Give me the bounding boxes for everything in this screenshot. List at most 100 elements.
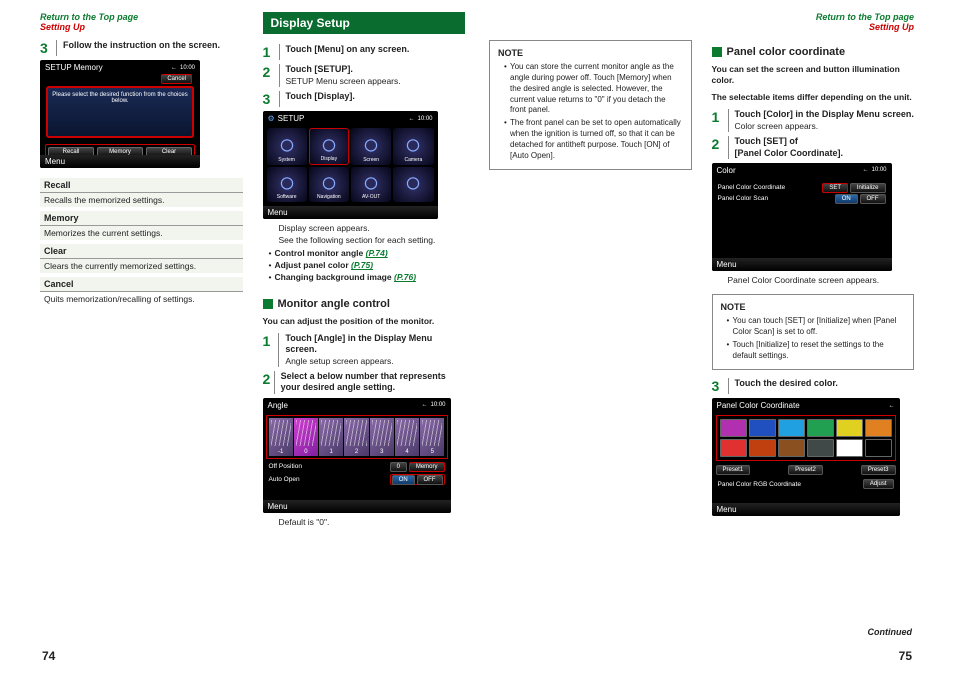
page-link[interactable]: (P.74) (366, 248, 388, 258)
monitor-angle-header: Monitor angle control (263, 298, 466, 310)
note-box-1: NOTE You can store the current monitor a… (489, 40, 692, 170)
angle-option[interactable]: 1 (319, 418, 343, 456)
angle-option[interactable]: 4 (395, 418, 419, 456)
step-text: Touch [Color] in the Display Menu screen… (735, 109, 914, 119)
setup-tile[interactable]: System (267, 128, 307, 165)
initialize-button[interactable]: Initialize (850, 183, 886, 193)
page-left: Return to the Top page Setting Up 3 Foll… (40, 12, 465, 657)
color-swatch-grid[interactable] (716, 415, 896, 461)
setup-tile[interactable] (393, 167, 433, 202)
panel-color-header: Panel color coordinate (712, 46, 915, 58)
preset-button[interactable]: Preset1 (716, 465, 751, 475)
color-swatch[interactable] (778, 419, 805, 437)
setup-memory-screenshot: SETUP Memory←10:00 Cancel Please select … (40, 60, 200, 168)
ss-title: SETUP (278, 114, 305, 123)
step-text: Select a below number that represents yo… (281, 371, 446, 392)
step-text: Touch [Menu] on any screen. (286, 44, 410, 54)
memory-button[interactable]: Memory (409, 462, 445, 472)
page-number-left: 74 (42, 649, 55, 663)
setup-tile[interactable]: Software (267, 167, 307, 202)
link-label: Adjust panel color (274, 260, 348, 270)
def-desc: Quits memorization/recalling of settings… (40, 292, 243, 306)
intro-text: You can set the screen and button illumi… (712, 64, 915, 86)
note-item: You can store the current monitor angle … (504, 62, 683, 116)
page-spread: Return to the Top page Setting Up 3 Foll… (0, 0, 954, 677)
page-link[interactable]: (P.75) (351, 260, 373, 270)
setup-tile[interactable]: Screen (351, 128, 391, 165)
menu-bar[interactable]: Menu (712, 503, 900, 516)
note-box-2: NOTE You can touch [SET] or [Initialize]… (712, 294, 915, 370)
menu-bar[interactable]: Menu (712, 258, 892, 271)
opt-label: Panel Color Coordinate (718, 184, 786, 191)
color-swatch[interactable] (836, 419, 863, 437)
color-swatch[interactable] (807, 419, 834, 437)
default-note: Default is "0". (279, 517, 466, 528)
def-term: Cancel (40, 277, 243, 292)
page-link[interactable]: (P.76) (394, 272, 416, 282)
preset-row: Preset1 Preset2 Preset3 (712, 463, 900, 477)
off-button[interactable]: OFF (417, 475, 443, 485)
def-desc: Clears the currently memorized settings. (40, 259, 243, 273)
menu-bar[interactable]: Menu (263, 500, 451, 513)
post-text: Display screen appears. (279, 223, 466, 234)
angle-option[interactable]: 3 (370, 418, 394, 456)
setup-tile[interactable]: Camera (393, 128, 433, 165)
setup-tile[interactable]: AV-OUT (351, 167, 391, 202)
intro-text: The selectable items differ depending on… (712, 92, 915, 103)
color-swatch[interactable] (807, 439, 834, 457)
angle-selector[interactable]: -1012345 (266, 415, 448, 459)
color-swatch[interactable] (836, 439, 863, 457)
display-setup-header: Display Setup (263, 12, 466, 34)
ss-title: Color (717, 166, 736, 175)
definitions: RecallRecalls the memorized settings.Mem… (40, 178, 243, 306)
on-button[interactable]: ON (392, 475, 415, 485)
post-text: Panel Color Coordinate screen appears. (728, 275, 915, 286)
ss-title: Angle (268, 401, 288, 410)
adjust-button[interactable]: Adjust (863, 479, 894, 489)
menu-bar[interactable]: Menu (40, 155, 200, 168)
step-text: Touch [Angle] in the Display Menu screen… (285, 333, 432, 354)
setup-tile[interactable]: Navigation (309, 167, 349, 202)
step-text: Touch the desired color. (735, 378, 838, 388)
def-desc: Recalls the memorized settings. (40, 193, 243, 207)
setup-tile[interactable]: Display (309, 128, 349, 165)
breadcrumb-r: Setting Up (712, 22, 915, 32)
step-text: Touch [Display]. (286, 91, 355, 101)
auto-open-label: Auto Open (269, 476, 300, 483)
return-link-r[interactable]: Return to the Top page (712, 12, 915, 22)
page-number-right: 75 (899, 649, 912, 663)
color-swatch-screenshot: Panel Color Coordinate← Preset1Preset2Pr… (712, 398, 900, 516)
color-swatch[interactable] (749, 439, 776, 457)
cancel-button[interactable]: Cancel (161, 74, 192, 84)
step-3-title: 3 Follow the instruction on the screen. (40, 40, 243, 56)
color-swatch[interactable] (720, 439, 747, 457)
preset-button[interactable]: Preset3 (861, 465, 896, 475)
angle-option[interactable]: 0 (294, 418, 318, 456)
step-sub: SETUP Menu screen appears. (286, 76, 401, 87)
off-position-value: 0 (390, 462, 407, 472)
step-text: Follow the instruction on the screen. (63, 40, 220, 50)
off-button[interactable]: OFF (860, 194, 886, 204)
color-swatch[interactable] (865, 439, 892, 457)
left-sub-2: Display Setup 1 Touch [Menu] on any scree… (263, 12, 466, 657)
menu-bar[interactable]: Menu (263, 206, 438, 219)
opt-label: Panel Color Scan (718, 195, 769, 202)
angle-option[interactable]: 2 (344, 418, 368, 456)
return-link-l[interactable]: Return to the Top page (40, 12, 243, 22)
set-button[interactable]: SET (822, 183, 848, 193)
angle-screenshot: Angle←10:00 -1012345 Off Position0 Memor… (263, 398, 451, 513)
on-button[interactable]: ON (835, 194, 858, 204)
angle-option[interactable]: 5 (420, 418, 444, 456)
step-text: Touch [SETUP]. (286, 64, 353, 74)
continued-label: Continued (868, 627, 913, 637)
left-sub-1: Return to the Top page Setting Up 3 Foll… (40, 12, 243, 657)
color-swatch[interactable] (720, 419, 747, 437)
note-item: You can touch [SET] or [Initialize] when… (727, 316, 906, 338)
color-swatch[interactable] (749, 419, 776, 437)
def-term: Recall (40, 178, 243, 193)
color-swatch[interactable] (778, 439, 805, 457)
step-text: Touch [SET] of (735, 136, 798, 146)
color-swatch[interactable] (865, 419, 892, 437)
preset-button[interactable]: Preset2 (788, 465, 823, 475)
angle-option[interactable]: -1 (269, 418, 293, 456)
